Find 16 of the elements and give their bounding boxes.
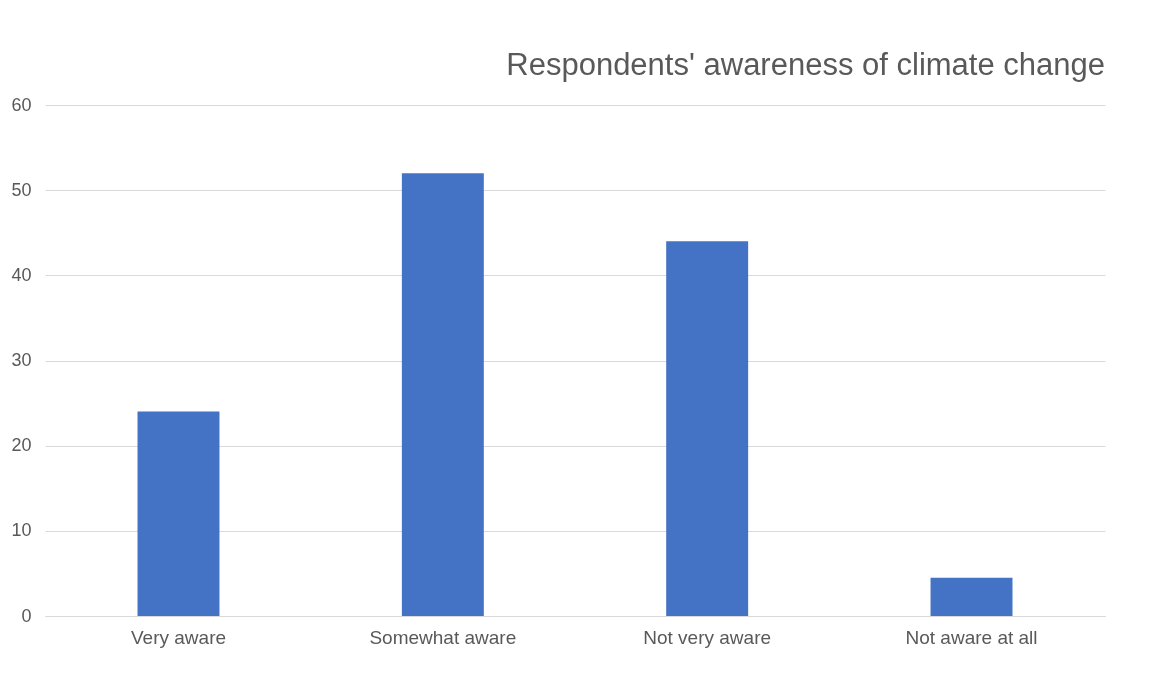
y-tick-label: 60 [11, 94, 32, 115]
y-tick-label: 40 [11, 264, 32, 285]
y-tick-label: 0 [21, 605, 32, 626]
y-tick-label: 10 [11, 520, 32, 541]
bar [137, 411, 220, 616]
y-tick-label: 20 [11, 435, 32, 456]
x-tick-label: Not aware at all [905, 626, 1038, 648]
y-tick-label: 50 [11, 179, 32, 200]
x-tick-label: Very aware [130, 626, 227, 648]
bar [401, 173, 484, 616]
bar [666, 241, 749, 616]
x-tick-label: Not very aware [643, 626, 772, 648]
y-tick-label: 30 [11, 350, 32, 370]
chart-title: Respondents' awareness of climate change [506, 47, 1105, 82]
x-tick-label: Somewhat aware [369, 626, 517, 648]
bar [930, 577, 1013, 616]
